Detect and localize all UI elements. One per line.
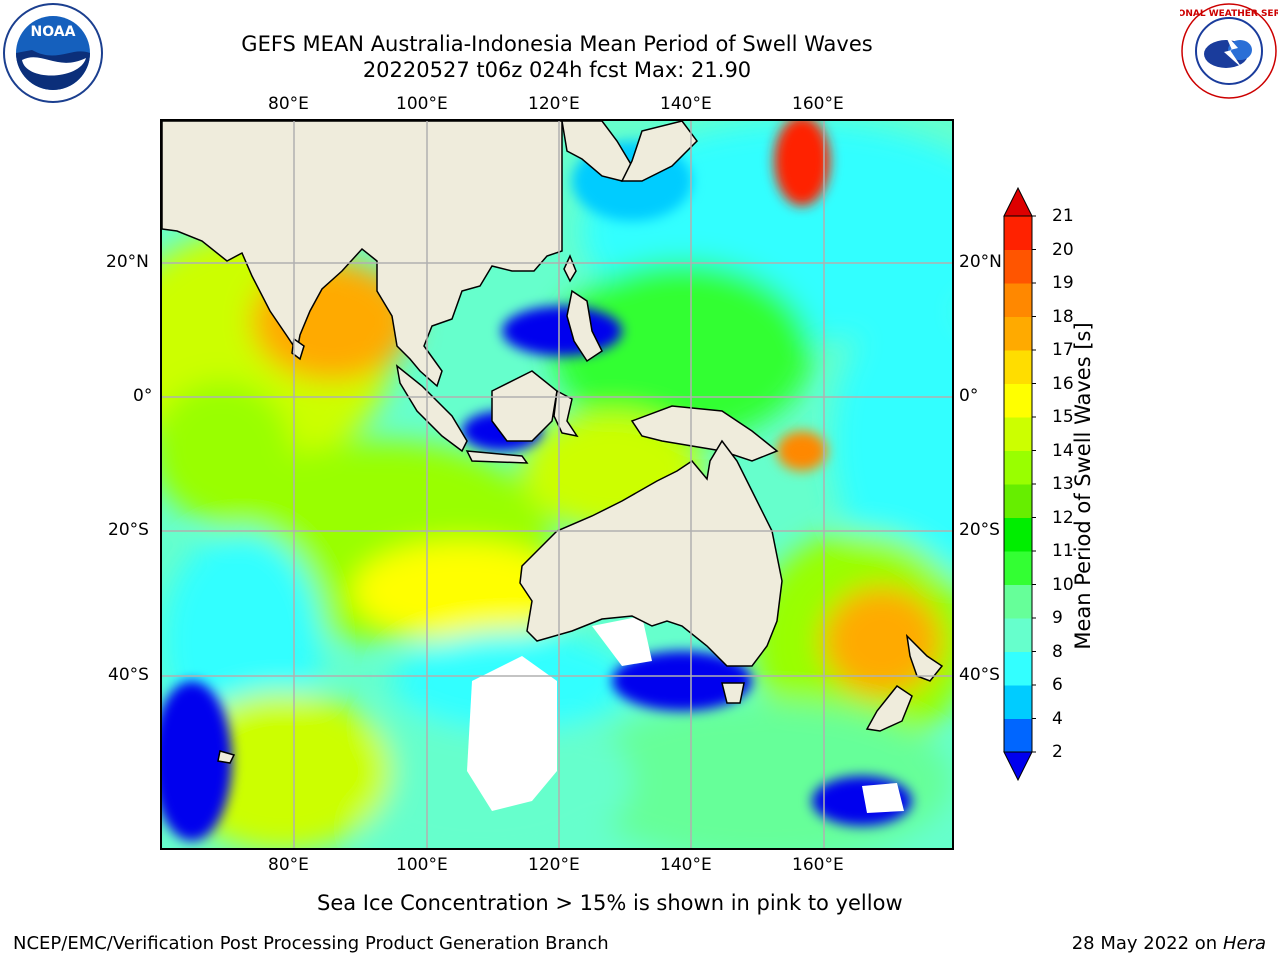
lat-label-left-20s: 20°S bbox=[108, 520, 149, 540]
footer-machine: Hera bbox=[1222, 933, 1266, 954]
lon-label-top-140e: 140°E bbox=[660, 94, 712, 114]
swell-period-map bbox=[162, 121, 952, 848]
lon-label-bottom-100e: 100°E bbox=[396, 855, 448, 875]
colorbar-extend-max bbox=[1003, 186, 1033, 217]
map-panel bbox=[160, 119, 954, 850]
colorbar-tick-label: 10 bbox=[1052, 574, 1074, 595]
lat-label-left-20n: 20°N bbox=[106, 252, 149, 272]
colorbar-tick-label: 12 bbox=[1052, 507, 1074, 528]
map-title-line2: 20220527 t06z 024h fcst Max: 21.90 bbox=[362, 58, 752, 82]
colorbar-extend-min bbox=[1003, 751, 1033, 782]
colorbar-tick-label: 20 bbox=[1052, 239, 1074, 260]
lon-label-top-120e: 120°E bbox=[528, 94, 580, 114]
colorbar-segment bbox=[1004, 417, 1032, 451]
colorbar-tick-label: 14 bbox=[1052, 440, 1074, 461]
colorbar-tick-label: 21 bbox=[1052, 206, 1074, 226]
lon-label-bottom-140e: 140°E bbox=[660, 855, 712, 875]
colorbar-segment bbox=[1004, 216, 1032, 250]
colorbar-tick-label: 18 bbox=[1052, 306, 1074, 327]
colorbar-segment bbox=[1004, 450, 1032, 485]
lon-label-bottom-120e: 120°E bbox=[528, 855, 580, 875]
lat-label-right-20n: 20°N bbox=[959, 252, 1002, 272]
colorbar-segment bbox=[1004, 316, 1032, 351]
colorbar-tick-label: 11 bbox=[1052, 541, 1074, 561]
colorbar-tick-label: 17 bbox=[1052, 340, 1074, 360]
colorbar-segment bbox=[1004, 651, 1032, 686]
footer-date-text: 28 May 2022 on bbox=[1071, 933, 1218, 954]
colorbar-tick-label: 2 bbox=[1052, 742, 1063, 762]
colorbar-segment bbox=[1004, 551, 1032, 585]
colorbar-segment bbox=[1004, 584, 1032, 619]
lon-label-top-160e: 160°E bbox=[792, 94, 844, 114]
colorbar-tick-label: 9 bbox=[1052, 608, 1063, 628]
colorbar bbox=[1003, 186, 1036, 782]
sea-ice-note: Sea Ice Concentration > 15% is shown in … bbox=[317, 891, 903, 915]
colorbar-label: Mean Period of Swell Waves [s] bbox=[1071, 322, 1095, 650]
lon-label-bottom-160e: 160°E bbox=[792, 855, 844, 875]
land-masses bbox=[162, 121, 944, 764]
colorbar-tick-label: 4 bbox=[1052, 708, 1063, 729]
colorbar-segment bbox=[1004, 350, 1032, 384]
graticule bbox=[162, 121, 952, 848]
footer-date: 28 May 2022 on Hera bbox=[1072, 933, 1266, 954]
map-title-line1: GEFS MEAN Australia-Indonesia Mean Perio… bbox=[241, 32, 873, 56]
lat-label-right-20s: 20°S bbox=[959, 520, 1000, 540]
colorbar-segment bbox=[1004, 718, 1032, 753]
colorbar-segment bbox=[1004, 383, 1032, 418]
colorbar-tick-label: 8 bbox=[1052, 641, 1063, 662]
colorbar-segment bbox=[1004, 484, 1032, 518]
lat-label-right-40s: 40°S bbox=[959, 665, 1000, 685]
colorbar-segment bbox=[1004, 249, 1032, 284]
colorbar-tick-label: 19 bbox=[1052, 273, 1074, 293]
colorbar-tick-label: 13 bbox=[1052, 474, 1074, 494]
lon-label-top-100e: 100°E bbox=[396, 94, 448, 114]
footer-credit: NCEP/EMC/Verification Post Processing Pr… bbox=[13, 933, 609, 954]
colorbar-tick-label: 16 bbox=[1052, 373, 1074, 394]
colorbar-tick-label: 15 bbox=[1052, 407, 1074, 427]
colorbar-segment bbox=[1004, 517, 1032, 552]
lon-label-bottom-80e: 80°E bbox=[268, 855, 309, 875]
lat-label-left-0: 0° bbox=[133, 386, 153, 406]
lat-label-left-40s: 40°S bbox=[108, 665, 149, 685]
nws-logo: NATIONAL WEATHER SERVICE bbox=[1180, 3, 1278, 99]
noaa-logo: NOAA bbox=[3, 3, 103, 103]
colorbar-segment bbox=[1004, 618, 1032, 652]
nws-logo-text: NATIONAL WEATHER SERVICE bbox=[1180, 9, 1278, 19]
lon-label-top-80e: 80°E bbox=[268, 94, 309, 114]
lat-label-right-0: 0° bbox=[959, 386, 979, 406]
colorbar-segment bbox=[1004, 685, 1032, 719]
colorbar-segment bbox=[1004, 283, 1032, 317]
colorbar-tick-label: 6 bbox=[1052, 675, 1063, 695]
noaa-logo-text: NOAA bbox=[31, 24, 76, 40]
